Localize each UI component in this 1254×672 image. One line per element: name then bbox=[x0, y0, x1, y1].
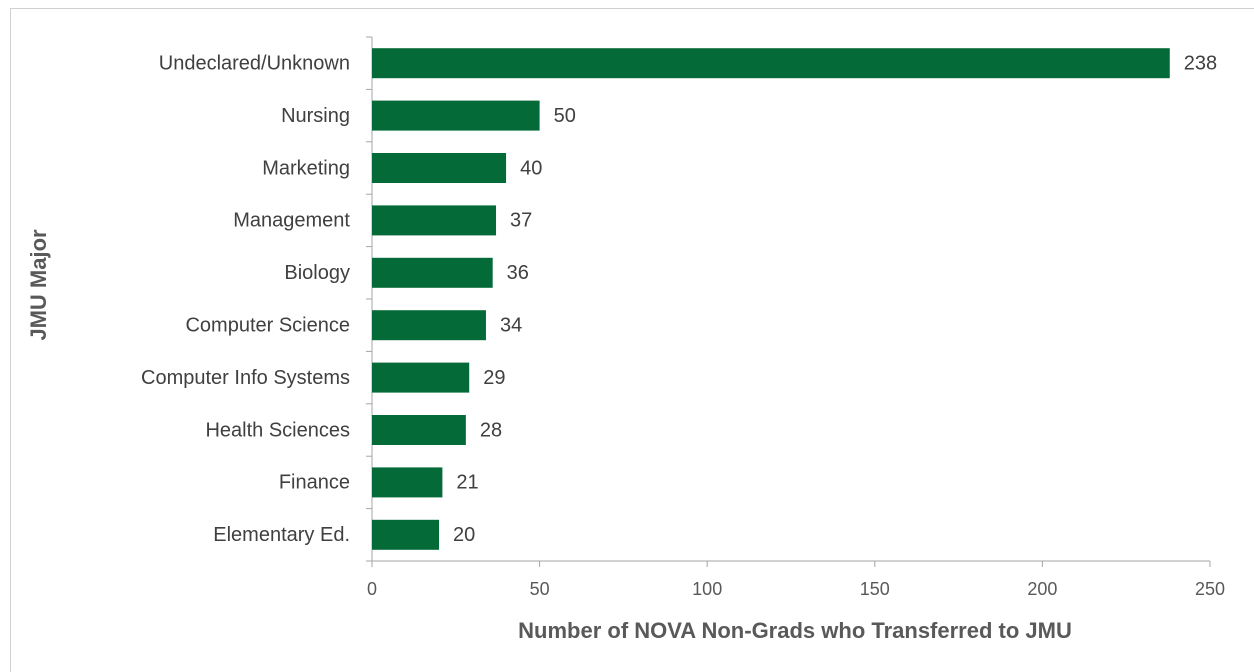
x-tick-label: 50 bbox=[530, 579, 550, 599]
x-tick-label: 0 bbox=[367, 579, 377, 599]
x-axis-label: Number of NOVA Non-Grads who Transferred… bbox=[518, 618, 1072, 643]
bar bbox=[372, 100, 540, 131]
category-label: Biology bbox=[284, 262, 350, 284]
bar bbox=[372, 415, 466, 445]
bar bbox=[372, 48, 1170, 79]
bar bbox=[372, 205, 497, 236]
category-label: Nursing bbox=[281, 105, 350, 127]
x-tick-label: 100 bbox=[692, 579, 722, 599]
bar bbox=[372, 257, 493, 288]
category-label: Management bbox=[233, 210, 350, 232]
value-label: 238 bbox=[1184, 52, 1217, 74]
category-label: Elementary Ed. bbox=[213, 524, 350, 546]
value-label: 29 bbox=[483, 367, 505, 389]
category-label: Computer Info Systems bbox=[141, 367, 350, 389]
y-axis-label: JMU Major bbox=[26, 229, 51, 341]
bar bbox=[372, 310, 486, 341]
category-label: Finance bbox=[279, 472, 350, 494]
frame bbox=[10, 8, 1254, 672]
bar bbox=[372, 467, 443, 498]
bar bbox=[372, 362, 470, 393]
x-tick-label: 200 bbox=[1027, 579, 1057, 599]
value-label: 28 bbox=[480, 419, 502, 441]
x-tick-label: 150 bbox=[860, 579, 890, 599]
value-label: 21 bbox=[456, 472, 478, 494]
value-label: 40 bbox=[520, 157, 542, 179]
value-label: 20 bbox=[453, 524, 475, 546]
value-label: 36 bbox=[507, 262, 529, 284]
category-label: Health Sciences bbox=[205, 419, 350, 441]
x-tick-label: 250 bbox=[1195, 579, 1225, 599]
value-label: 37 bbox=[510, 210, 532, 232]
category-label: Computer Science bbox=[185, 314, 350, 336]
category-label: Undeclared/Unknown bbox=[159, 52, 350, 74]
value-label: 50 bbox=[554, 105, 576, 127]
bar bbox=[372, 519, 440, 550]
value-label: 34 bbox=[500, 314, 522, 336]
bar bbox=[372, 153, 507, 183]
category-label: Marketing bbox=[262, 157, 350, 179]
